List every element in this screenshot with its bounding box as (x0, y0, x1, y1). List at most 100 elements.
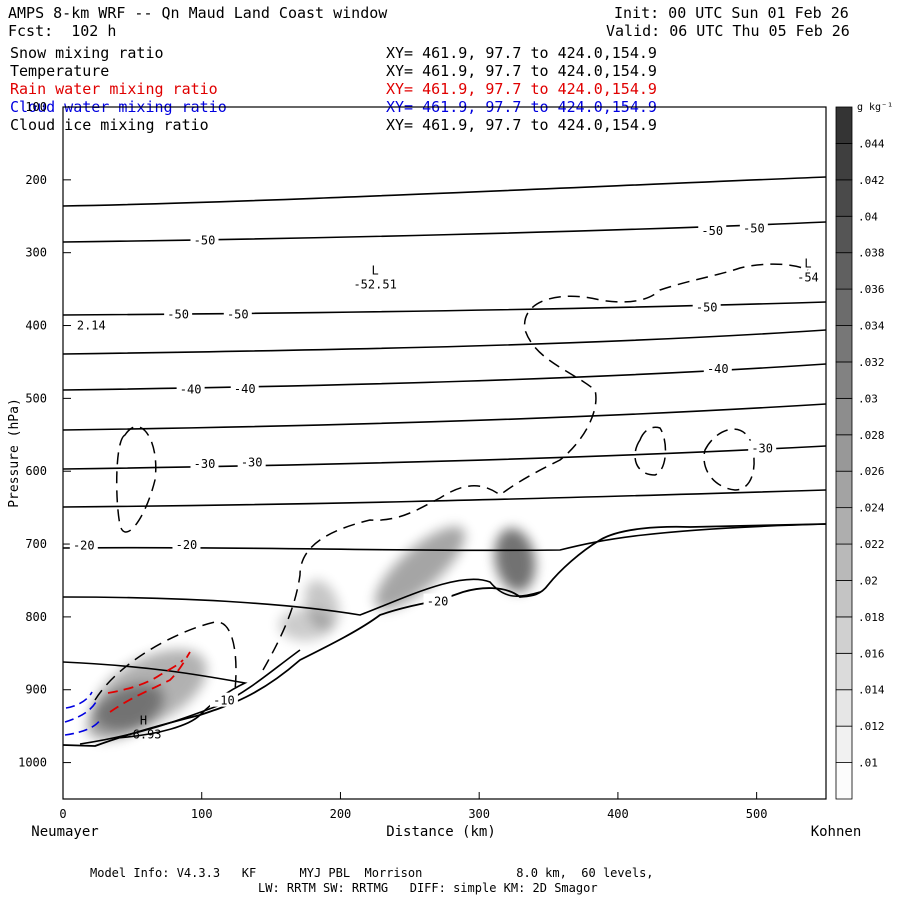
field-xy-temperature: XY= 461.9, 97.7 to 424.0,154.9 (386, 62, 657, 80)
colorbar-box (835, 325, 853, 363)
y-tick-label: 100 (25, 100, 47, 114)
rain-water-outline (109, 651, 191, 713)
x-tick-label: 100 (191, 807, 213, 821)
cloud-water-outline (64, 719, 101, 736)
y-tick-label: 300 (25, 246, 47, 260)
colorbar-box (835, 507, 853, 545)
colorbar-label: .042 (858, 174, 885, 187)
rain-water-outline (107, 659, 184, 694)
colorbar-label: .038 (858, 247, 885, 260)
y-tick-label: 500 (25, 391, 47, 405)
cloud-water-contours (64, 691, 101, 736)
x-tick-label: 0 (59, 807, 66, 821)
temperature-labels: -50 -50 -50 -50 -50 -50 -40 -40 -40 -30 -30 -30 -20 -… (69, 220, 777, 708)
cross-section-chart: 0 100 200 300 400 500 100 200 300 400 500 600 700 800… (7, 100, 893, 840)
colorbar-label: .022 (858, 538, 885, 551)
isotherm-label: -50 (194, 233, 216, 247)
isotherm-label: -20 (427, 595, 449, 609)
colorbar-box (835, 361, 853, 399)
plot-frame (62, 106, 827, 800)
x-end-left-label: Neumayer (31, 824, 98, 840)
isotherm-label: -30 (751, 442, 773, 456)
isotherm-label-bg (190, 455, 219, 470)
colorbar-box (835, 252, 853, 290)
isotherm-label-bg (692, 299, 721, 314)
isotherm-line (62, 329, 827, 355)
colorbar-box (835, 580, 853, 618)
x-axis-label: Distance (km) (386, 824, 496, 840)
isotherm-line (62, 445, 827, 470)
model-info-line1: Model Info: V4.3.3 KF MYJ PBL Morrison 8… (90, 866, 654, 880)
extremum-type: H (140, 714, 147, 728)
isotherm-label: -30 (194, 457, 216, 471)
isotherm-label-bg (172, 536, 201, 551)
x-tick-label: 300 (468, 807, 490, 821)
colorbar-box (835, 762, 853, 800)
colorbar-box (835, 179, 853, 217)
colorbar-label: .034 (858, 320, 885, 333)
isotherm-label: -40 (234, 382, 256, 396)
field-xy-snow: XY= 461.9, 97.7 to 424.0,154.9 (386, 44, 657, 62)
cloud-ice-outline (703, 428, 755, 491)
isotherm-label: -10 (213, 694, 235, 708)
header-title: AMPS 8-km WRF -- Qn Maud Land Coast wind… (8, 4, 388, 22)
colorbar-box (835, 689, 853, 727)
isotherm-line (62, 661, 248, 739)
x-tick-label: 400 (607, 807, 629, 821)
extremum-value: 2.14 (77, 319, 106, 333)
init-time: Init: 00 UTC Sun 01 Feb 26 (614, 4, 849, 22)
isotherm-label-bg (423, 593, 452, 608)
x-tick-label: 500 (746, 807, 768, 821)
extremum-value: -6.93 (125, 728, 161, 742)
colorbar-box (835, 725, 853, 763)
model-info-line2: LW: RRTM SW: RRTMG DIFF: simple KM: 2D S… (258, 881, 598, 895)
colorbar-box (835, 434, 853, 472)
colorbar-label: .024 (858, 502, 885, 515)
cloud-ice-contours (94, 263, 809, 701)
y-tick-label: 200 (25, 173, 47, 187)
colorbar-box (835, 106, 853, 144)
colorbar-label: .02 (858, 574, 878, 587)
extrema-labels: L-52.51L-54H-6.932.14 (77, 256, 819, 741)
valid-time: Valid: 06 UTC Thu 05 Feb 26 (606, 22, 850, 40)
colorbar-box (835, 288, 853, 326)
field-name-cloud-water: Cloud water mixing ratio (10, 98, 227, 116)
isotherm-label: -20 (73, 539, 95, 553)
extremum-value: -52.51 (353, 278, 396, 292)
field-name-cloud-ice: Cloud ice mixing ratio (10, 116, 209, 134)
isotherm-label: -40 (707, 362, 729, 376)
colorbar-label: .018 (858, 611, 885, 624)
colorbar-box (835, 143, 853, 181)
cloud-ice-outline (634, 426, 667, 476)
colorbar-box (835, 470, 853, 509)
colorbar-label: .026 (858, 465, 885, 478)
colorbar-unit: g kg⁻¹ (857, 102, 893, 113)
isotherm-label-bg (230, 380, 259, 395)
field-xy-rain: XY= 461.9, 97.7 to 424.0,154.9 (386, 80, 657, 98)
x-tick-label: 200 (330, 807, 352, 821)
isotherm-label: -50 (743, 222, 765, 236)
isotherm-label: -40 (180, 383, 202, 397)
y-tick-label: 1000 (18, 756, 47, 770)
colorbar-label: .012 (858, 720, 885, 733)
y-tick-label: 700 (25, 537, 47, 551)
colorbar-label: .014 (858, 684, 885, 697)
isotherm-label-bg (176, 381, 205, 396)
isotherm-label: -50 (696, 300, 718, 314)
isotherm-label-bg (703, 361, 732, 376)
cloud-water-outline (65, 691, 93, 709)
cloud-ice-outline (94, 621, 237, 701)
colorbar: .01 .012 .014 .016 .018 .02 .022 .024 .026 .028 .0… (835, 106, 885, 800)
isotherm-label: -50 (701, 224, 723, 238)
isotherm-label-bg (698, 222, 727, 237)
colorbar-box (835, 215, 853, 254)
colorbar-label: .03 (858, 392, 878, 405)
isotherm-label-bg (237, 454, 266, 469)
isotherm-label: -50 (227, 308, 249, 322)
y-tick-label: 600 (25, 464, 47, 478)
isotherm-label-bg (209, 692, 238, 707)
field-name-temperature: Temperature (10, 62, 110, 80)
isotherm-label: -50 (167, 308, 189, 322)
extremum-type: L (372, 264, 379, 278)
x-end-right-label: Kohnen (811, 824, 862, 840)
